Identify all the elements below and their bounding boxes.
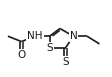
Text: S: S: [62, 57, 68, 67]
Text: N: N: [69, 31, 77, 41]
Text: O: O: [17, 50, 25, 60]
Text: S: S: [46, 43, 53, 53]
Text: NH: NH: [27, 31, 42, 41]
